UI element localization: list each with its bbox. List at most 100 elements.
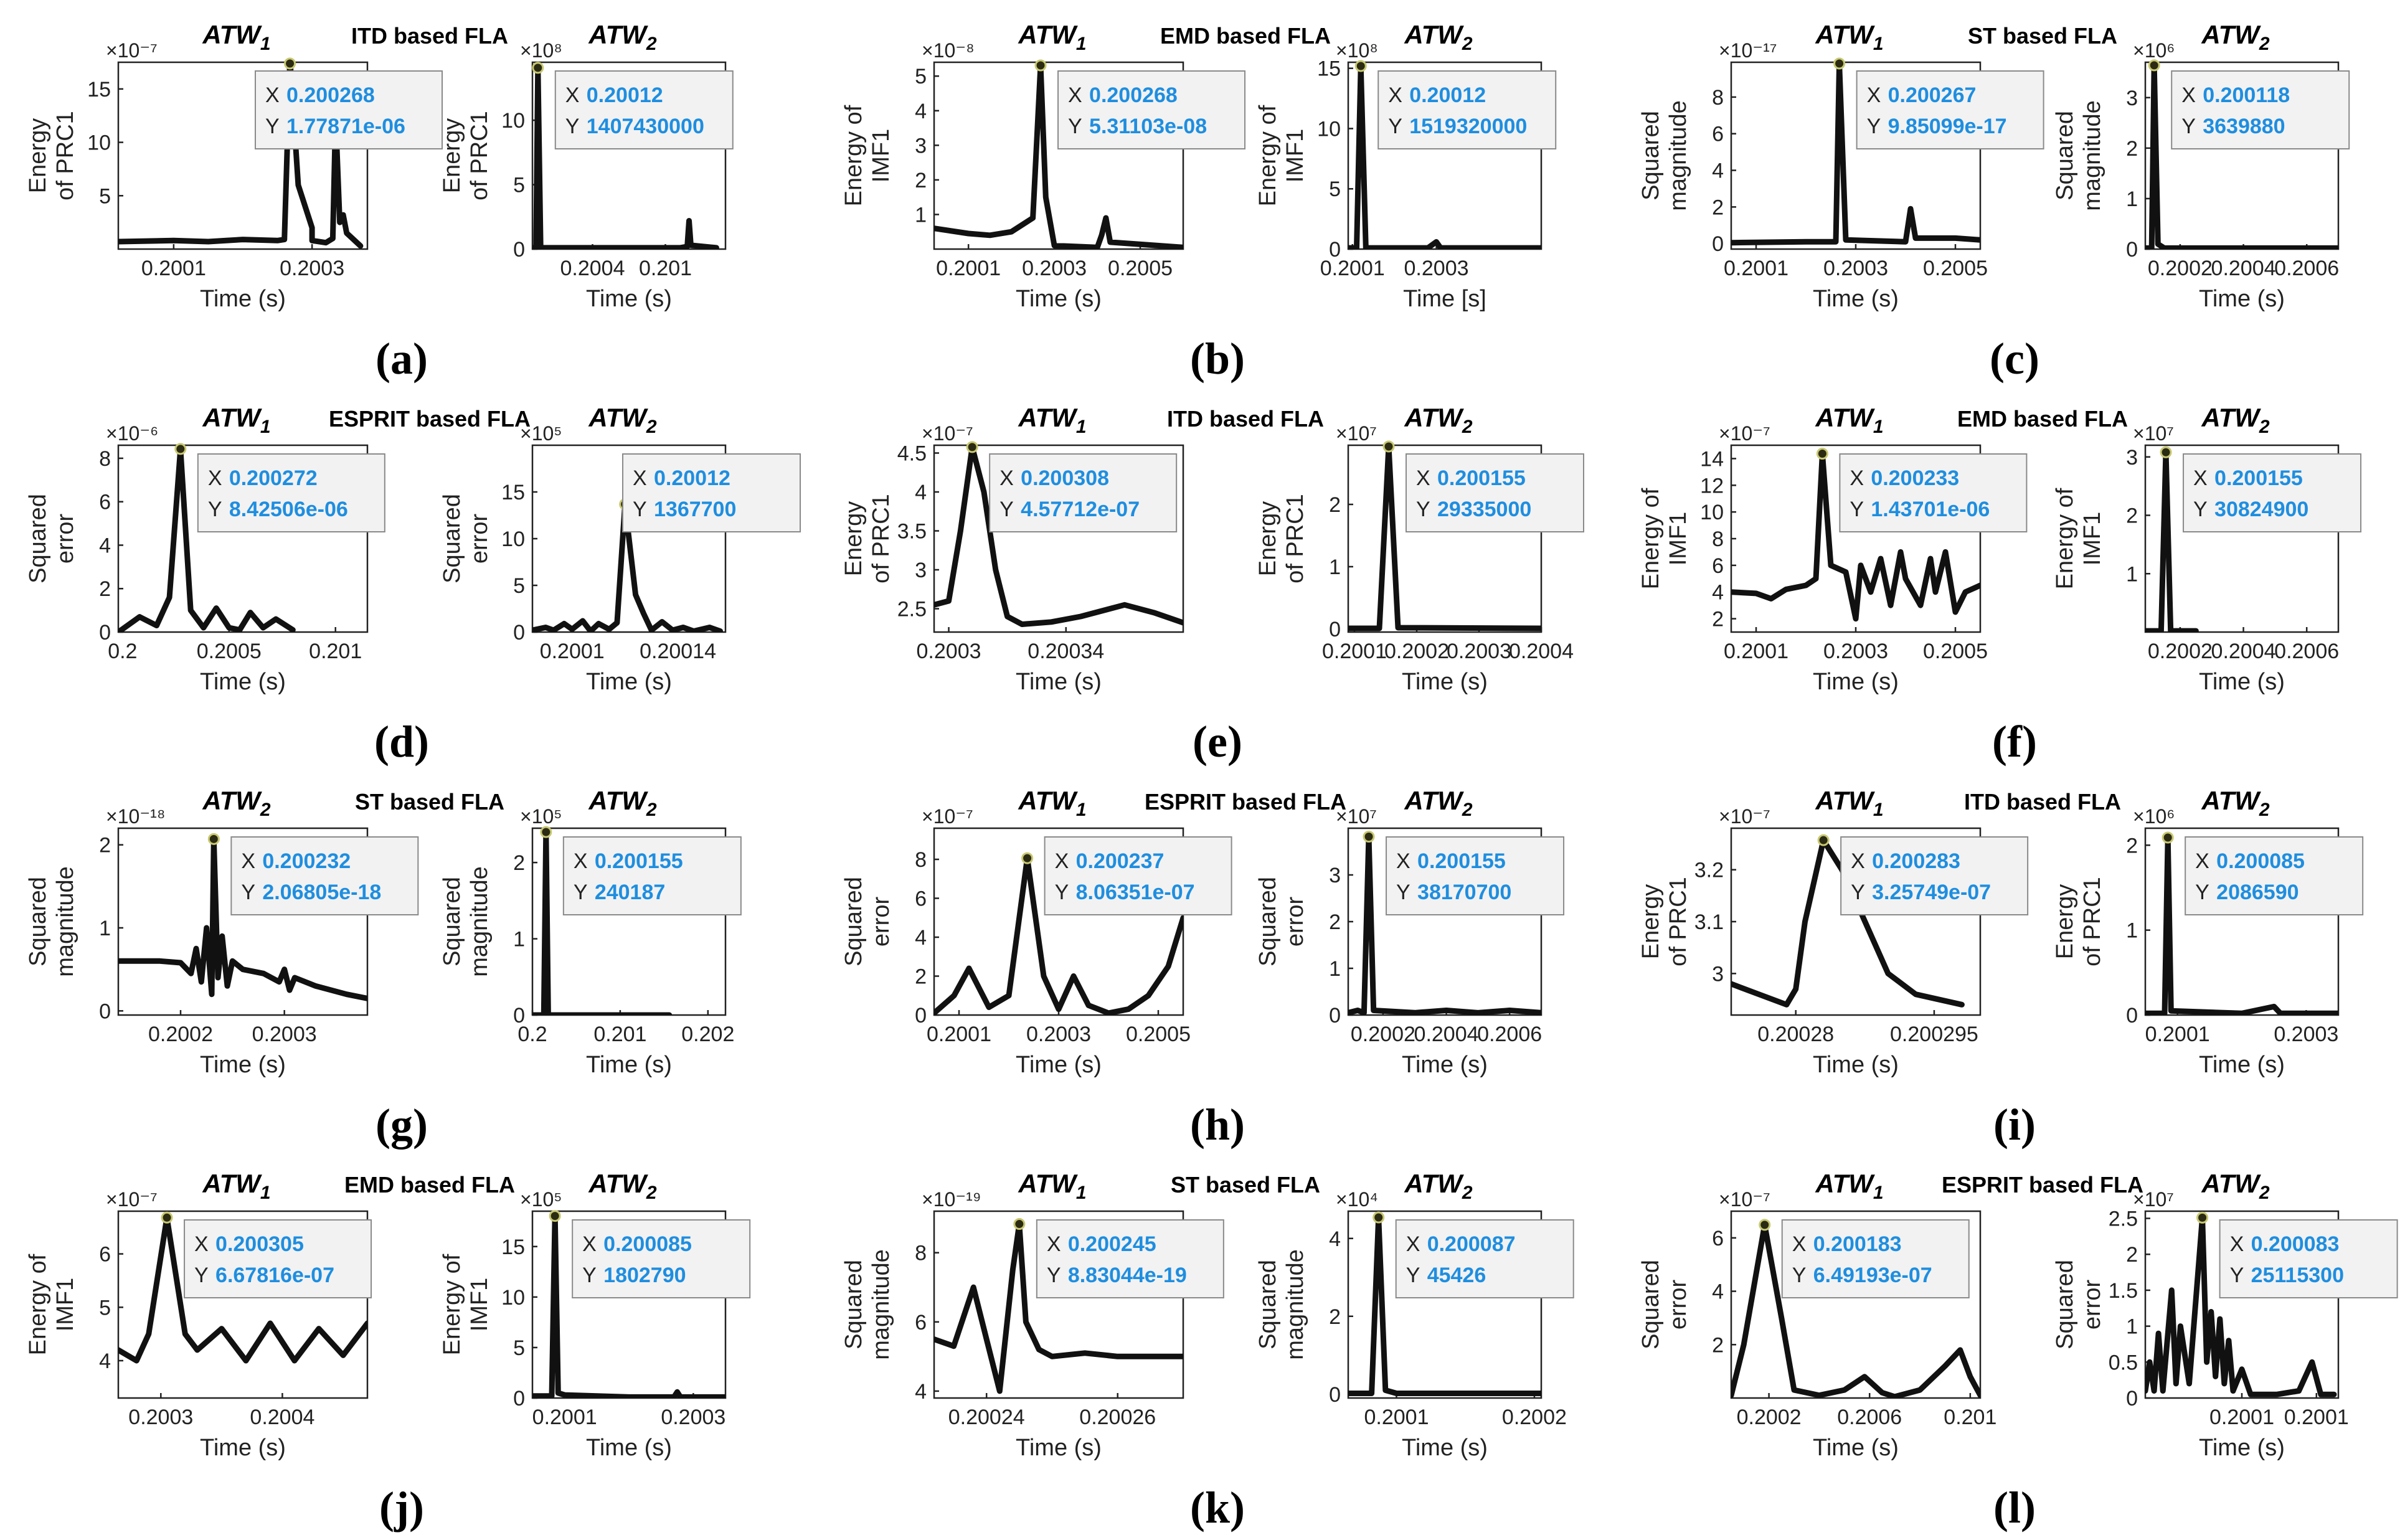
y-tick-label: 1	[2126, 919, 2138, 943]
x-axis-label: Time (s)	[2199, 669, 2285, 695]
y-tick-label: 4	[1329, 1227, 1341, 1251]
y-axis-label: IMF1	[466, 1278, 493, 1332]
data-tip-box	[2171, 70, 2350, 149]
y-axis-label: Squared	[1255, 1260, 1281, 1349]
data-tip: X 0.200268 Y 5.31103e-08	[1057, 70, 1246, 149]
x-tick-label: 0.201	[593, 1023, 646, 1046]
panel-label: (d)	[374, 717, 429, 767]
title-subscript: 2	[1462, 1183, 1473, 1203]
title-main: ATW	[202, 20, 262, 49]
y-tick-label: 0	[513, 1004, 525, 1027]
data-tip-box	[2183, 453, 2362, 532]
y-axis-label: Squared	[25, 494, 51, 583]
data-tip-x-letter: X	[241, 849, 255, 873]
y-tick-label: 5	[99, 1296, 111, 1320]
x-tick-label: 0.2005	[1108, 257, 1173, 280]
plot-frame	[1347, 1210, 1543, 1399]
y-tick-label: 4	[915, 1380, 927, 1404]
subplot-title: ATW2	[1404, 403, 1473, 437]
title-subscript: 1	[260, 1183, 271, 1203]
subplot-title: ATW2	[2201, 20, 2270, 54]
y-tick-label: 0	[99, 999, 111, 1023]
y-tick-label: 1	[513, 928, 525, 952]
data-tip: X 0.200267 Y 9.85099e-17	[1856, 70, 2044, 149]
data-tip-y-letter: Y	[1851, 881, 1865, 904]
panel-f: EMD based FLA(f)ATW1×10⁻⁷0.2001 0.2003 0.2…	[1638, 403, 2362, 767]
data-tip-x-letter: X	[265, 83, 280, 107]
y-tick-label: 10	[1700, 501, 1724, 524]
y-axis-label: error	[466, 514, 493, 564]
y-tick-label: 5	[513, 1336, 525, 1360]
subplot-title: ATW2	[1404, 786, 1473, 820]
axis-exponent: ×10⁻⁷	[1719, 422, 1770, 445]
data-tip: X 0.200183 Y 6.49193e-07	[1781, 1219, 1970, 1298]
y-axis-label: error	[52, 514, 78, 564]
y-axis-label: magnitude	[868, 1249, 894, 1359]
subplot-title: ATW1	[1815, 403, 1883, 437]
data-tip-x-value: 0.200118	[2203, 83, 2290, 107]
data-series-line	[532, 1213, 725, 1398]
y-tick-label: 0	[1329, 238, 1341, 262]
y-tick-label: 3	[915, 134, 927, 158]
y-tick-label: 6	[99, 491, 111, 514]
y-tick-label: 10	[501, 109, 525, 133]
axis-exponent: ×10⁻⁷	[922, 422, 973, 445]
y-tick-label: 4	[915, 481, 927, 504]
data-tip-x-value: 0.200083	[2251, 1232, 2340, 1256]
x-tick-label: 0.2001	[1364, 1405, 1429, 1429]
data-tip-x-value: 0.200155	[1417, 849, 1506, 873]
data-tip-box	[1395, 1219, 1574, 1298]
subplot-1: ATW1 ×10⁻⁷ 0.2003 0.20034 2.5 3 3.5 4 4.5 Time (s…	[841, 403, 1184, 695]
data-tip-x-value: 0.200245	[1068, 1232, 1156, 1256]
data-tip-marker	[2148, 59, 2160, 72]
data-tip-y-letter: Y	[265, 115, 280, 138]
y-tick-label: 3.5	[897, 520, 927, 544]
data-tip-box	[1036, 1219, 1224, 1298]
x-tick-label: 0.2003	[1823, 640, 1888, 663]
title-main: ATW	[588, 1169, 648, 1198]
x-tick-label: 0.2001	[1320, 257, 1385, 280]
data-series-line	[934, 855, 1183, 1015]
data-tip-y-value: 1519320000	[1409, 115, 1527, 138]
subplot-title: ATW2	[202, 786, 271, 820]
y-tick-label: 2	[1329, 1305, 1341, 1329]
panel-g: ST based FLA(g)ATW2×10⁻¹⁸0.2002 0.2003012…	[25, 786, 742, 1150]
data-tip: X 0.200085 Y 2086590	[2185, 836, 2364, 915]
data-tip: X 0.200232 Y 2.06805e-18	[230, 836, 419, 915]
x-tick-label: 0.2002	[1351, 1023, 1415, 1046]
x-axis-label: Time (s)	[1016, 669, 1102, 695]
x-tick-label: 0.2001	[2284, 1405, 2349, 1429]
subplot-1: ATW1 ×10⁻¹⁹ 0.20024 0.20026 4 6 8 Time (s) Squar…	[841, 1169, 1224, 1461]
x-tick-label: 0.201	[639, 257, 692, 280]
y-tick-label: 0	[915, 1004, 927, 1027]
y-tick-label: 2	[2126, 1243, 2138, 1267]
axis-exponent: ×10⁻⁷	[106, 1188, 158, 1211]
x-tick-label: 0.2003	[252, 1023, 317, 1046]
x-tick-label: 0.2002	[1737, 1405, 1802, 1429]
x-tick-label: 0.2003	[280, 257, 344, 280]
x-axis-label: Time (s)	[200, 286, 286, 312]
panel-label: (h)	[1190, 1100, 1245, 1150]
axis-exponent: ×10⁻¹⁷	[1719, 39, 1777, 62]
data-tip-box	[1839, 453, 2028, 532]
data-tip-box	[989, 453, 1178, 532]
data-tip-x-value: 0.200308	[1021, 466, 1109, 490]
y-tick-label: 2	[1712, 608, 1724, 631]
axis-exponent: ×10⁶	[2133, 39, 2175, 62]
title-main: ATW	[202, 1169, 262, 1198]
title-main: ATW	[1815, 1169, 1875, 1198]
method-title: ESPRIT based FLA	[329, 406, 531, 432]
data-tip-x-value: 0.200267	[1888, 83, 1977, 107]
y-tick-label: 8	[99, 447, 111, 471]
y-tick-label: 2	[915, 965, 927, 989]
data-tip-box	[255, 70, 443, 149]
data-tip-marker	[1373, 1211, 1385, 1224]
y-tick-label: 0	[513, 1387, 525, 1410]
method-title: ITD based FLA	[1964, 789, 2121, 815]
y-tick-label: 2	[99, 577, 111, 601]
subplot-1: ATW1 ×10⁻⁷ 0.20028 0.200295 3 3.1 3.2 Time (s) E…	[1638, 786, 2029, 1078]
x-tick-label: 0.2006	[1837, 1405, 1902, 1429]
y-tick-label: 2	[1329, 910, 1341, 934]
data-tip-marker	[1816, 448, 1828, 460]
